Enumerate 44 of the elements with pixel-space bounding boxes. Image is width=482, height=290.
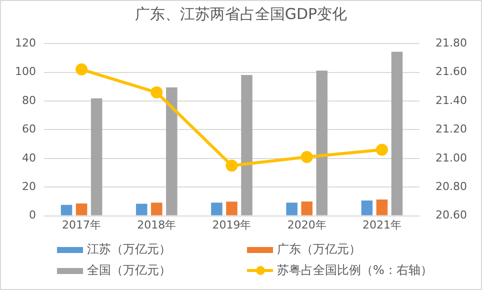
bar: [60, 204, 72, 216]
bar: [286, 202, 298, 216]
bar: [316, 70, 328, 216]
bar: [166, 87, 178, 216]
y-tick-label: 20: [22, 180, 36, 193]
bar: [90, 98, 102, 216]
legend-label: 江苏（万亿元）: [87, 241, 171, 258]
point: [376, 144, 388, 156]
bar: [376, 199, 388, 216]
y2-tick-label: 20.80: [436, 180, 468, 193]
y2-tick-label: 21.40: [436, 94, 468, 107]
bar: [76, 203, 88, 216]
y-tick-label: 40: [22, 151, 36, 164]
bar: [136, 204, 148, 216]
bar: [391, 52, 403, 216]
x-tick-label: 2021年: [362, 218, 402, 232]
chart-title: 广东、江苏两省占全国GDP变化: [134, 5, 348, 24]
y2-tick-label: 21.80: [436, 36, 468, 50]
y2-tick-label: 21.60: [436, 65, 468, 78]
y-tick-label: 60: [22, 122, 36, 136]
x-tick-label: 2020年: [287, 218, 326, 232]
y2-tick-label: 21.20: [436, 122, 468, 136]
y2-tick-label: 21.00: [436, 151, 468, 164]
bar: [226, 202, 238, 216]
bar: [361, 200, 373, 216]
y-tick-label: 0: [28, 208, 36, 222]
x-tick-label: 2018年: [137, 218, 176, 232]
bar: [151, 202, 162, 216]
legend-label: 全国（万亿元）: [87, 262, 171, 279]
x-tick-label: 2019年: [212, 218, 252, 232]
point: [76, 63, 88, 76]
point: [150, 86, 163, 98]
y-tick-label: 120: [14, 36, 36, 50]
y-tick-label: 100: [14, 65, 36, 78]
y2-tick-label: 20.60: [436, 208, 468, 222]
point: [300, 150, 313, 163]
bar: [241, 75, 252, 216]
bar: [211, 202, 222, 216]
point: [226, 160, 238, 172]
x-tick-label: 2017年: [62, 218, 102, 232]
legend-label: 广东（万亿元）: [277, 241, 361, 258]
legend-label: 苏粤占全国比例（%：右轴）: [277, 262, 432, 279]
bar: [301, 201, 312, 216]
y-tick-label: 80: [22, 94, 36, 107]
